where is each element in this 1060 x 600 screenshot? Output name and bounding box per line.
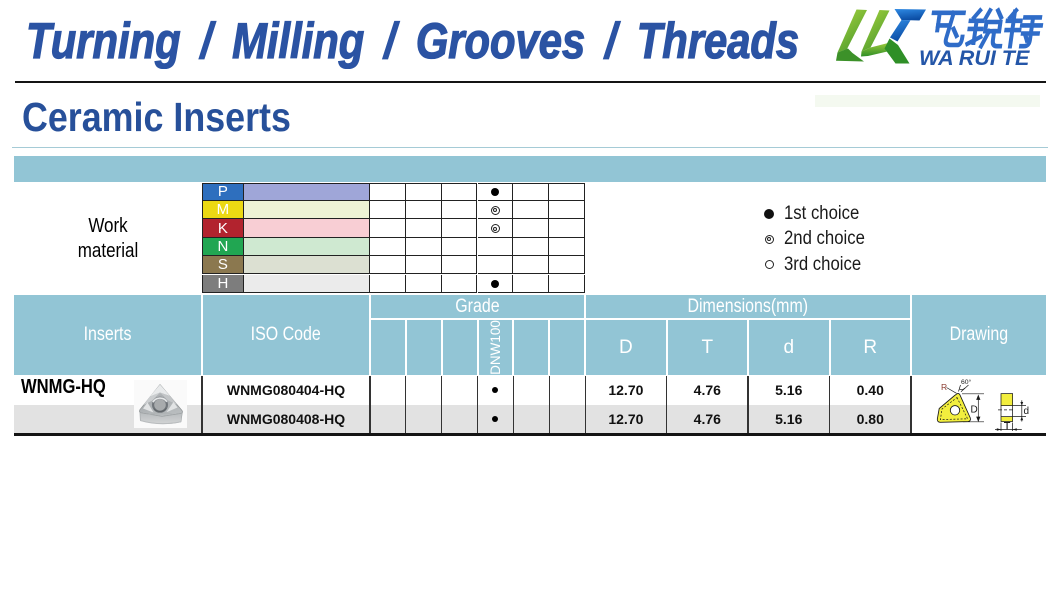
svg-text:d: d: [1024, 406, 1030, 417]
svg-text:60°: 60°: [961, 378, 972, 386]
svg-text:R: R: [941, 382, 947, 392]
svg-text:D: D: [971, 405, 978, 416]
